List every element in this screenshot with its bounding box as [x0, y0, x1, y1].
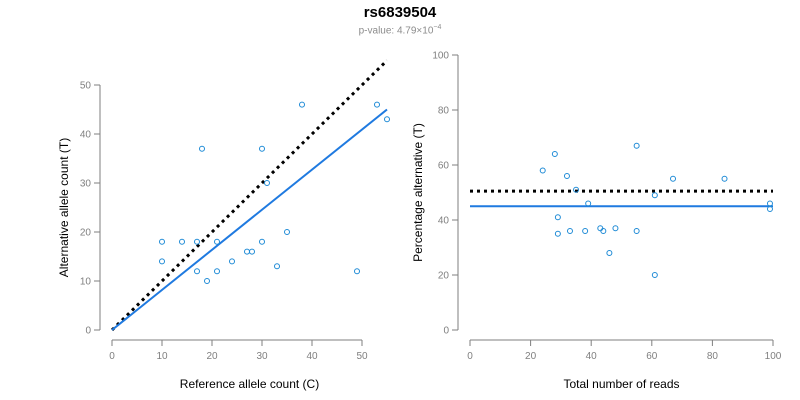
- right-y-tick-label: 40: [438, 216, 450, 227]
- p-value-subtitle: p-value: 4.79×10−4: [0, 24, 800, 36]
- left-data-point: [354, 268, 360, 275]
- left-data-point: [214, 268, 220, 275]
- right-x-tick-label: 0: [467, 351, 473, 362]
- left-x-axis-title: Reference allele count (C): [180, 377, 319, 391]
- left-data-point: [259, 145, 265, 152]
- right-y-tick-label: 0: [443, 326, 449, 337]
- left-data-point: [284, 229, 290, 235]
- right-y-tick-label: 100: [432, 51, 449, 62]
- left-y-tick-label: 20: [80, 228, 92, 239]
- left-data-point: [159, 238, 165, 245]
- right-data-point: [606, 250, 613, 256]
- right-data-point: [612, 225, 619, 232]
- right-x-tick-label: 20: [525, 351, 537, 362]
- left-reference-line: [110, 59, 389, 332]
- right-data-point: [585, 200, 592, 207]
- p-value-text: p-value: 4.79×10: [358, 25, 434, 37]
- right-data-point: [551, 151, 558, 157]
- right-data-point: [563, 173, 570, 179]
- left-y-tick-label: 0: [85, 326, 91, 337]
- left-x-tick-label: 0: [109, 351, 115, 362]
- right-data-point: [633, 142, 640, 149]
- right-x-tick-label: 40: [586, 351, 598, 362]
- left-data-point: [159, 258, 165, 265]
- left-data-point: [199, 145, 205, 152]
- left-y-tick-label: 50: [80, 81, 92, 92]
- right-data-point: [651, 192, 658, 199]
- left-y-axis-title: Alternative allele count (T): [57, 138, 71, 277]
- left-y-tick-label: 40: [80, 130, 92, 141]
- left-data-point: [214, 238, 220, 245]
- right-data-point: [766, 206, 773, 212]
- right-data-point: [539, 167, 546, 174]
- left-data-point: [244, 248, 250, 255]
- left-fit-line: [111, 108, 388, 331]
- right-x-tick-label: 100: [765, 351, 782, 362]
- left-data-point: [194, 238, 200, 245]
- left-data-point: [259, 238, 265, 245]
- left-data-point: [264, 180, 270, 186]
- left-y-tick-label: 10: [80, 277, 92, 288]
- left-y-tick-label: 30: [80, 179, 92, 190]
- right-y-tick-label: 20: [438, 271, 450, 282]
- left-data-point: [249, 248, 255, 255]
- left-x-tick-label: 50: [356, 351, 368, 362]
- right-data-point: [566, 228, 573, 234]
- left-data-point: [274, 263, 280, 270]
- right-y-tick-label: 80: [438, 106, 450, 117]
- left-x-tick-label: 20: [206, 351, 218, 362]
- left-x-tick-label: 40: [306, 351, 318, 362]
- right-data-point: [597, 225, 604, 232]
- right-data-point: [554, 214, 561, 221]
- right-data-point: [651, 272, 658, 278]
- left-data-point: [299, 101, 305, 108]
- right-x-tick-label: 80: [707, 351, 719, 362]
- left-data-point: [229, 258, 235, 265]
- chart-title: rs6839504: [363, 4, 437, 21]
- left-data-point: [194, 268, 200, 275]
- right-data-point: [554, 230, 561, 237]
- left-data-point: [179, 238, 185, 245]
- right-data-point: [721, 175, 728, 182]
- p-value-exponent: −4: [433, 24, 442, 31]
- right-x-tick-label: 60: [646, 351, 658, 362]
- left-x-tick-label: 10: [156, 351, 168, 362]
- right-data-point: [573, 186, 580, 193]
- right-y-axis-title: Percentage alternative (T): [411, 123, 425, 262]
- left-data-point: [204, 278, 210, 284]
- right-x-axis-title: Total number of reads: [563, 377, 679, 391]
- right-data-point: [600, 228, 607, 234]
- left-data-point: [374, 101, 380, 108]
- right-data-point: [670, 175, 677, 182]
- right-data-point: [633, 228, 640, 234]
- right-y-tick-label: 60: [438, 161, 450, 172]
- left-data-point: [384, 116, 390, 123]
- left-x-tick-label: 30: [256, 351, 268, 362]
- right-data-point: [582, 228, 589, 234]
